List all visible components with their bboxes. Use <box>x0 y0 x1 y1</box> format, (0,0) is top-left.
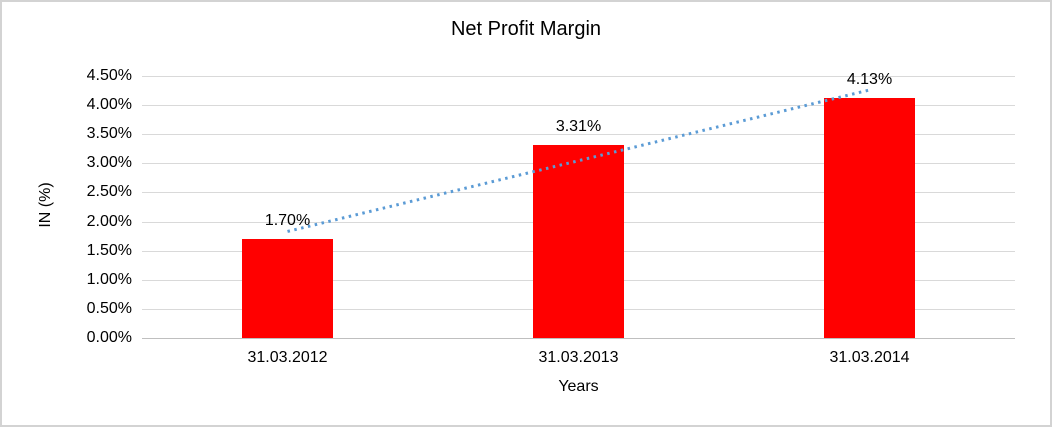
bar-31.03.2014 <box>824 97 915 338</box>
x-axis-line <box>142 338 1015 339</box>
x-tick-label: 31.03.2012 <box>247 349 328 366</box>
gridline <box>142 76 1015 77</box>
y-tick-label: 4.50% <box>86 67 132 84</box>
trendline <box>287 88 870 233</box>
y-tick-label: 2.00% <box>86 212 132 230</box>
y-tick-label: 3.00% <box>86 154 132 172</box>
y-tick-label: 1.50% <box>86 241 132 259</box>
y-tick-label: 0.50% <box>86 299 132 317</box>
bar-31.03.2013 <box>533 145 624 338</box>
bar-data-label: 1.70% <box>264 212 311 230</box>
y-tick-label: 4.00% <box>86 96 132 114</box>
y-tick-label: 2.50% <box>86 183 132 201</box>
bar-data-label: 3.31% <box>555 118 602 136</box>
y-tick-label: 3.50% <box>86 125 132 143</box>
x-tick-label: 31.03.2013 <box>538 349 619 366</box>
bar-31.03.2012 <box>242 239 333 338</box>
chart-title: Net Profit Margin <box>450 18 602 40</box>
plot-area: 1.70% 3.31% 4.13% <box>142 71 1015 339</box>
gridline <box>142 134 1015 136</box>
bar-data-label: 4.13% <box>846 70 893 88</box>
y-tick-label: 0.00% <box>86 329 132 346</box>
y-tick-label: 1.00% <box>86 270 132 288</box>
gridline <box>142 105 1015 107</box>
x-tick-label: 31.03.2014 <box>829 349 910 366</box>
trendline-path <box>287 88 870 233</box>
x-axis-title: Years <box>558 378 599 395</box>
